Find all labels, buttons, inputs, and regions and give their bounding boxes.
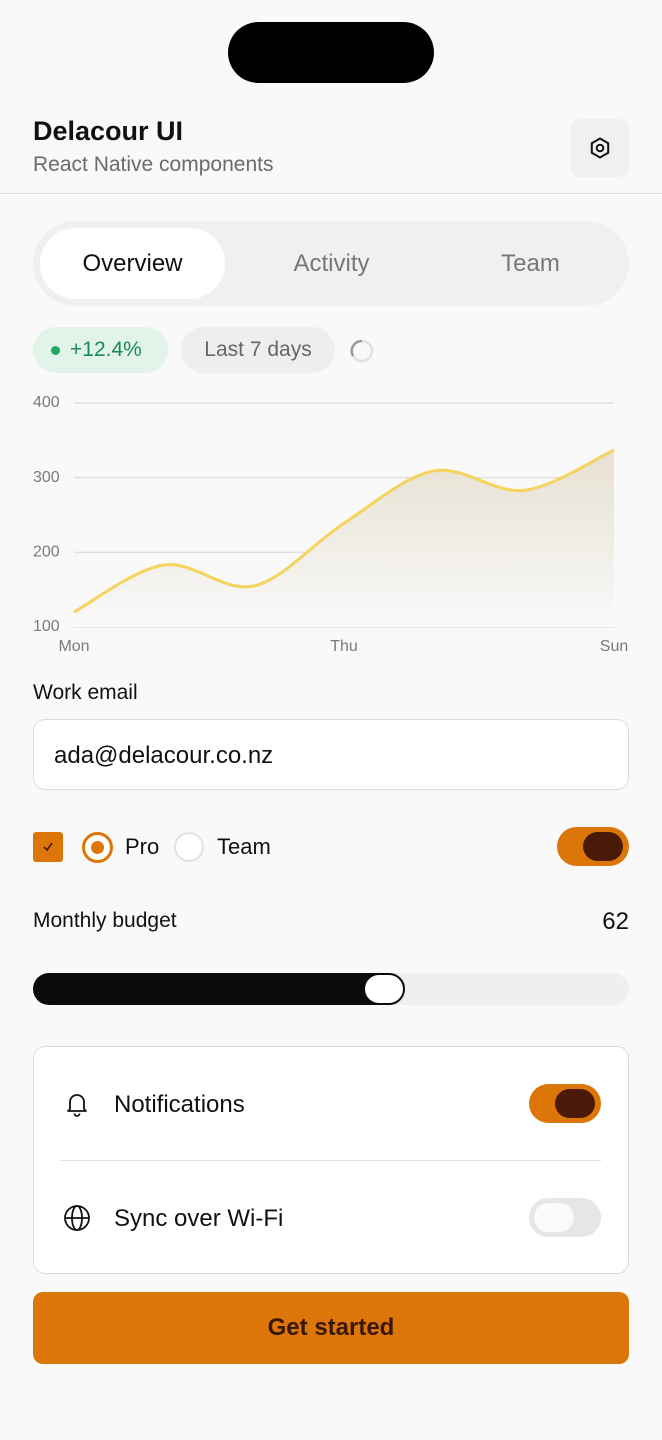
email-value: ada@delacour.co.nz xyxy=(54,742,274,769)
range-badge[interactable]: Last 7 days xyxy=(181,327,335,373)
settings-card: Notifications Sync over Wi-Fi xyxy=(33,1046,629,1274)
radio-label: Pro xyxy=(125,834,160,859)
area xyxy=(74,450,614,627)
toggle[interactable] xyxy=(529,1084,601,1123)
range-text: Last 7 days xyxy=(204,338,312,361)
toggle[interactable] xyxy=(557,827,629,866)
tab-bar: Overview Activity Team xyxy=(33,221,629,306)
tab[interactable]: Team xyxy=(501,249,560,277)
settings-row: Notifications xyxy=(34,1047,628,1160)
x-tick-label: Thu xyxy=(330,638,358,655)
toggle[interactable] xyxy=(529,1198,601,1237)
line xyxy=(73,448,615,614)
header-divider xyxy=(0,193,662,194)
row-divider xyxy=(61,1160,601,1161)
line-chart: 100 200 300 400 Mon Thu Sun xyxy=(33,394,628,655)
y-tick-label: 300 xyxy=(33,469,60,486)
slider-fill xyxy=(33,973,403,1005)
primary-button[interactable]: Get started xyxy=(33,1292,629,1364)
x-tick-label: Mon xyxy=(58,638,89,655)
settings-icon xyxy=(590,137,609,159)
setting-label: Notifications xyxy=(114,1091,245,1118)
app-title: Delacour UI xyxy=(33,116,184,146)
slider-thumb[interactable] xyxy=(362,973,405,1005)
toggle-knob xyxy=(555,1089,595,1118)
setting-label: Sync over Wi-Fi xyxy=(114,1205,284,1232)
radio-team[interactable] xyxy=(174,832,204,862)
check-mark xyxy=(43,842,53,852)
y-tick-label: 100 xyxy=(33,618,60,635)
radio-pro[interactable] xyxy=(82,832,113,863)
budget-value: 62 xyxy=(602,908,629,935)
tab[interactable]: Overview xyxy=(40,228,225,299)
radio-label: Team xyxy=(217,834,271,859)
change-text: +12.4% xyxy=(70,338,142,361)
settings-button[interactable] xyxy=(570,119,629,177)
globe-icon xyxy=(64,1205,90,1231)
email-label: Work email xyxy=(33,681,138,704)
budget-slider[interactable] xyxy=(33,973,629,1005)
tab[interactable]: Activity xyxy=(293,249,370,277)
settings-row: Sync over Wi-Fi xyxy=(34,1161,628,1274)
checkbox[interactable] xyxy=(33,832,63,862)
change-badge: +12.4% xyxy=(33,327,168,373)
y-tick-label: 200 xyxy=(33,544,60,561)
email-input[interactable]: ada@delacour.co.nz xyxy=(33,719,629,790)
y-tick-label: 400 xyxy=(33,394,60,411)
spinner xyxy=(350,339,374,363)
app-subtitle: React Native components xyxy=(33,153,274,176)
bell-icon xyxy=(67,1094,87,1117)
x-tick-label: Sun xyxy=(600,638,628,655)
toggle-knob xyxy=(534,1203,574,1232)
dynamic-island xyxy=(228,22,434,83)
toggle-knob xyxy=(583,832,623,861)
budget-label: Monthly budget xyxy=(33,909,177,932)
